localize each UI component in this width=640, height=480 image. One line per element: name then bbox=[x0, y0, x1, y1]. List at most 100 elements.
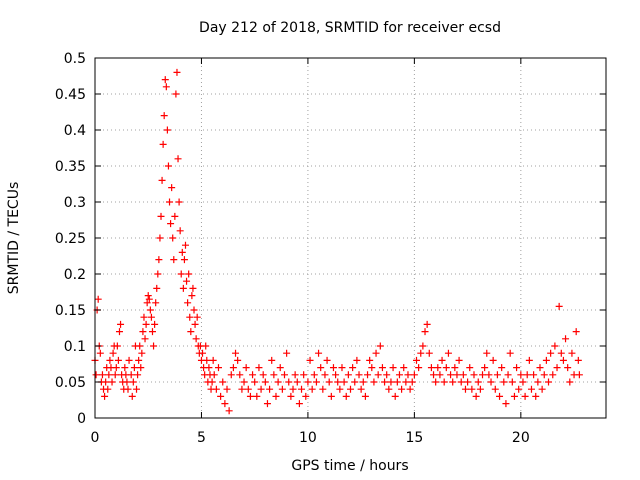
data-point bbox=[432, 378, 440, 386]
data-point bbox=[168, 184, 176, 192]
data-point bbox=[466, 364, 474, 372]
data-point bbox=[212, 385, 220, 393]
data-point bbox=[421, 328, 429, 336]
data-point bbox=[406, 385, 414, 393]
data-point bbox=[124, 385, 132, 393]
data-point bbox=[315, 349, 323, 357]
data-point bbox=[366, 356, 374, 364]
data-point bbox=[575, 371, 583, 379]
data-point bbox=[266, 385, 274, 393]
data-point bbox=[574, 356, 582, 364]
y-tick-label: 0.5 bbox=[64, 51, 86, 67]
data-point bbox=[410, 371, 418, 379]
data-point bbox=[364, 371, 372, 379]
data-point bbox=[293, 378, 301, 386]
data-point bbox=[355, 371, 363, 379]
data-point bbox=[349, 364, 357, 372]
data-point bbox=[338, 364, 346, 372]
y-tick-label: 0.25 bbox=[55, 231, 86, 247]
x-tick-label: 5 bbox=[197, 430, 206, 446]
data-point bbox=[474, 378, 482, 386]
data-point bbox=[145, 295, 153, 303]
data-point bbox=[175, 198, 183, 206]
data-point bbox=[383, 371, 391, 379]
data-point bbox=[357, 385, 365, 393]
data-point bbox=[176, 227, 184, 235]
data-point bbox=[127, 371, 135, 379]
data-point bbox=[455, 356, 463, 364]
data-point bbox=[183, 277, 191, 285]
data-point bbox=[408, 378, 416, 386]
data-point bbox=[159, 140, 167, 148]
data-point bbox=[236, 371, 244, 379]
data-point bbox=[496, 392, 504, 400]
data-point bbox=[135, 356, 143, 364]
data-point bbox=[105, 371, 113, 379]
data-point bbox=[525, 356, 533, 364]
data-point bbox=[340, 378, 348, 386]
data-point bbox=[413, 356, 421, 364]
data-point bbox=[572, 328, 580, 336]
data-point bbox=[169, 234, 177, 242]
data-point bbox=[440, 378, 448, 386]
data-point bbox=[283, 349, 291, 357]
x-axis-label: GPS time / hours bbox=[291, 458, 408, 474]
data-point bbox=[251, 378, 259, 386]
data-point bbox=[155, 256, 163, 264]
data-point bbox=[234, 356, 242, 364]
data-point bbox=[521, 392, 529, 400]
data-point bbox=[189, 284, 197, 292]
data-point bbox=[417, 349, 425, 357]
data-point bbox=[139, 328, 147, 336]
data-point bbox=[202, 342, 210, 350]
data-point bbox=[513, 364, 521, 372]
data-point bbox=[298, 385, 306, 393]
data-point bbox=[225, 407, 233, 415]
data-point bbox=[436, 371, 444, 379]
data-point bbox=[259, 371, 267, 379]
data-point bbox=[472, 392, 480, 400]
data-point bbox=[523, 371, 531, 379]
data-point bbox=[376, 342, 384, 350]
data-point bbox=[553, 364, 561, 372]
data-point bbox=[253, 392, 261, 400]
data-point bbox=[308, 385, 316, 393]
data-point bbox=[223, 385, 231, 393]
data-point bbox=[545, 378, 553, 386]
data-point bbox=[564, 364, 572, 372]
data-point bbox=[181, 241, 189, 249]
data-point bbox=[447, 371, 455, 379]
data-point bbox=[332, 371, 340, 379]
data-point bbox=[510, 392, 518, 400]
data-point bbox=[270, 371, 278, 379]
data-point bbox=[487, 378, 495, 386]
data-point bbox=[461, 385, 469, 393]
data-point bbox=[280, 371, 288, 379]
data-point bbox=[210, 371, 218, 379]
y-tick-label: 0 bbox=[77, 411, 86, 427]
data-point bbox=[515, 385, 523, 393]
data-point bbox=[157, 212, 165, 220]
data-point bbox=[361, 392, 369, 400]
data-point bbox=[123, 378, 131, 386]
data-point bbox=[483, 349, 491, 357]
data-point bbox=[423, 320, 431, 328]
data-point bbox=[246, 392, 254, 400]
data-point bbox=[179, 284, 187, 292]
data-point bbox=[527, 385, 535, 393]
data-point bbox=[449, 378, 457, 386]
data-point bbox=[180, 256, 188, 264]
data-point bbox=[257, 385, 265, 393]
data-point bbox=[295, 400, 303, 408]
data-point bbox=[140, 313, 148, 321]
data-point bbox=[342, 392, 350, 400]
data-point bbox=[291, 371, 299, 379]
data-point bbox=[347, 385, 354, 393]
data-point bbox=[285, 378, 293, 386]
data-point bbox=[190, 306, 198, 314]
data-point bbox=[464, 378, 472, 386]
data-point bbox=[192, 335, 200, 343]
data-point bbox=[113, 342, 121, 350]
data-point bbox=[530, 371, 538, 379]
